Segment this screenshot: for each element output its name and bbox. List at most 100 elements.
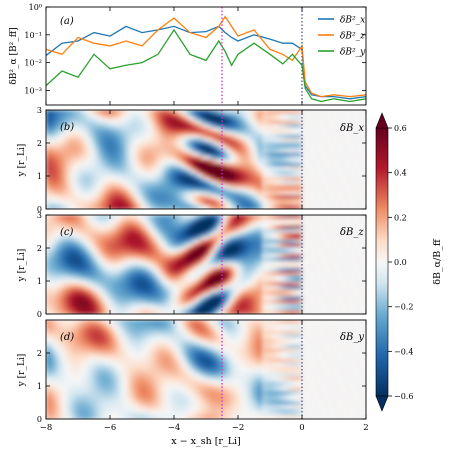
heat-cell	[82, 191, 87, 195]
heat-cell	[82, 128, 87, 132]
heat-cell	[246, 282, 251, 286]
heat-cell	[186, 279, 191, 283]
heat-cell	[334, 219, 339, 223]
heat-cell	[326, 202, 331, 206]
heat-cell	[106, 174, 111, 178]
heat-cell	[270, 181, 275, 185]
heat-cell	[170, 138, 175, 142]
heat-cell	[150, 188, 155, 192]
heat-cell	[134, 184, 139, 188]
heat-cell	[234, 257, 239, 261]
heat-cell	[222, 226, 227, 230]
heat-cell	[50, 233, 55, 237]
heat-cell	[162, 152, 167, 156]
heat-cell	[274, 191, 279, 195]
heat-cell	[290, 254, 295, 258]
heat-cell	[214, 138, 219, 142]
heat-cell	[166, 170, 171, 174]
heat-cell	[274, 131, 279, 135]
heat-cell	[70, 370, 75, 374]
heat-cell	[278, 142, 283, 146]
heat-cell	[290, 272, 295, 276]
heat-cell	[238, 174, 243, 178]
heat-cell	[138, 293, 143, 297]
heat-cell	[66, 202, 71, 206]
heat-cell	[274, 226, 279, 230]
heat-cell	[82, 135, 87, 139]
heat-cell	[234, 160, 239, 164]
heat-cell	[234, 156, 239, 160]
heat-cell	[158, 275, 163, 279]
heat-cell	[206, 286, 211, 290]
heat-cell	[78, 324, 83, 328]
heat-cell	[78, 110, 83, 114]
heat-cell	[86, 286, 91, 290]
heat-cell	[350, 307, 355, 311]
heat-cell	[326, 184, 331, 188]
heat-cell	[110, 265, 115, 269]
heat-cell	[318, 247, 323, 251]
heat-cell	[278, 243, 283, 247]
heat-cell	[286, 174, 291, 178]
heat-cell	[70, 188, 75, 192]
heat-cell	[318, 286, 323, 290]
heat-cell	[190, 254, 195, 258]
heat-cell	[346, 282, 351, 286]
heat-cell	[274, 145, 279, 149]
heat-cell	[70, 300, 75, 304]
heat-cell	[222, 117, 227, 121]
heat-cell	[142, 121, 147, 125]
heat-cell	[122, 286, 127, 290]
heat-cell	[90, 160, 95, 164]
heat-cell	[70, 307, 75, 311]
heat-cell	[326, 247, 331, 251]
heat-cell	[70, 265, 75, 269]
heat-cell	[222, 265, 227, 269]
heat-cell	[74, 110, 79, 114]
heat-cell	[198, 293, 203, 297]
heat-cell	[198, 202, 203, 206]
heat-cell	[270, 261, 275, 265]
heat-cell	[166, 254, 171, 258]
heat-cell	[146, 233, 151, 237]
heat-cell	[78, 359, 83, 363]
heat-cell	[146, 202, 151, 206]
heat-cell	[90, 202, 95, 206]
heat-cell	[150, 289, 155, 293]
heat-cell	[350, 195, 355, 199]
heat-cell	[282, 215, 287, 219]
heat-cell	[134, 142, 139, 146]
heat-cell	[358, 145, 363, 149]
heat-cell	[314, 279, 319, 283]
heat-cell	[206, 240, 211, 244]
heat-cell	[186, 243, 191, 247]
heat-cell	[290, 222, 295, 226]
heat-cell	[358, 177, 363, 181]
heat-cell	[266, 293, 271, 297]
heat-cell	[166, 149, 171, 153]
heat-cell	[266, 240, 271, 244]
heat-cell	[314, 198, 319, 202]
heat-cell	[142, 110, 147, 114]
heat-cell	[158, 170, 163, 174]
heat-cell	[62, 352, 67, 356]
heat-cell	[238, 261, 243, 265]
heat-cell	[310, 250, 315, 254]
heat-cell	[346, 268, 351, 272]
heat-cell	[210, 293, 215, 297]
heat-cell	[346, 265, 351, 269]
heat-cell	[182, 177, 187, 181]
heat-cell	[82, 145, 87, 149]
heat-cell	[78, 226, 83, 230]
heat-cell	[62, 222, 67, 226]
heat-cell	[182, 286, 187, 290]
heat-cell	[138, 236, 143, 240]
heat-cell	[282, 300, 287, 304]
heat-cell	[170, 131, 175, 135]
heat-cell	[54, 320, 59, 324]
heat-cell	[250, 243, 255, 247]
heat-cell	[342, 138, 347, 142]
heat-cell	[202, 167, 207, 171]
heat-cell	[202, 261, 207, 265]
heat-cell	[342, 191, 347, 195]
